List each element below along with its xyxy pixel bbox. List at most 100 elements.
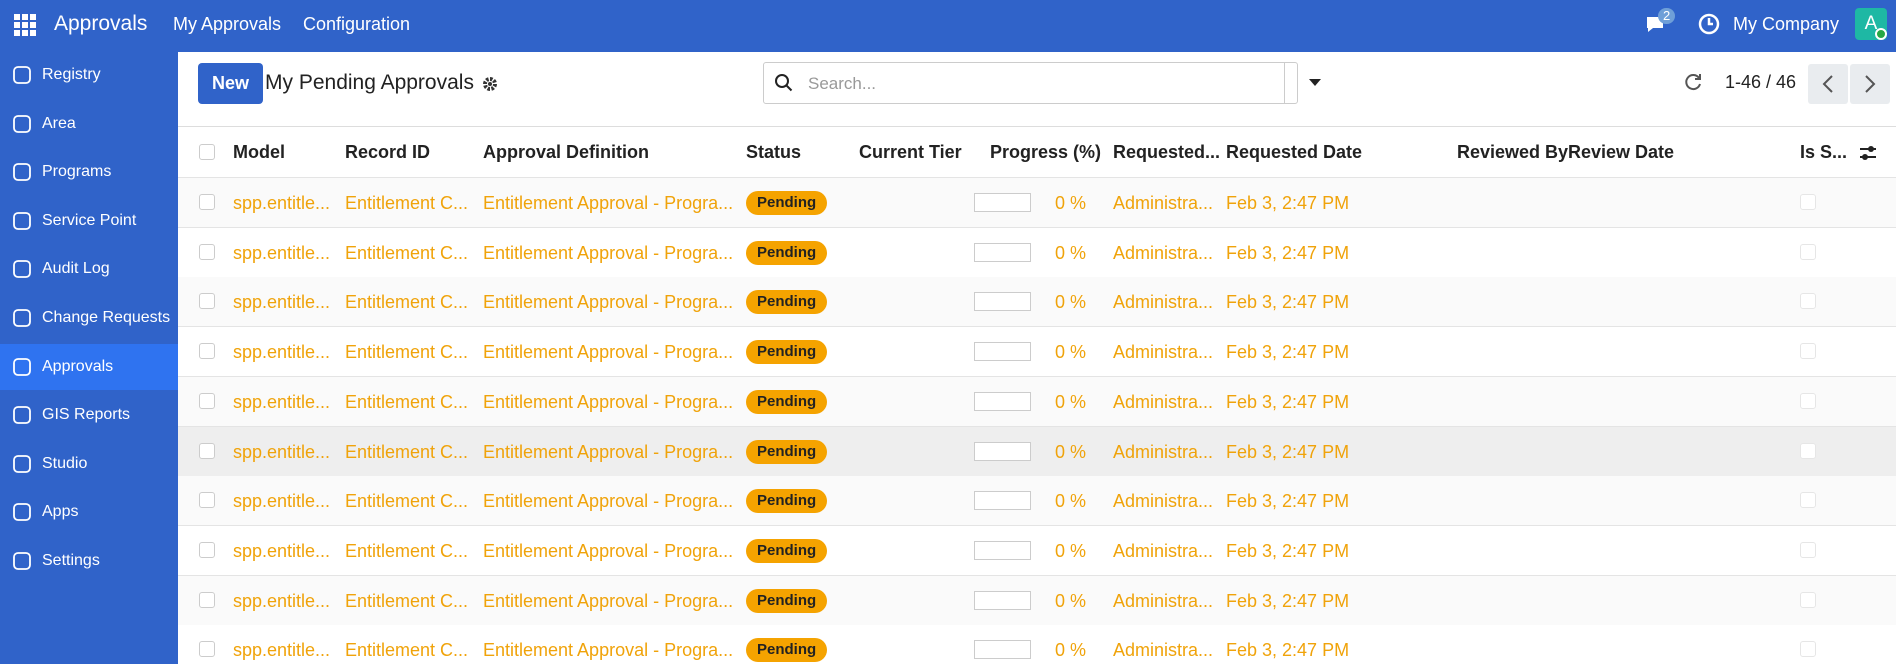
- sidebar-item[interactable]: GIS Reports: [0, 392, 178, 438]
- settings-gear[interactable]: [482, 76, 498, 92]
- sidebar-item[interactable]: Area: [0, 101, 178, 147]
- requested-by-cell: Administra...: [1113, 193, 1214, 213]
- status-dot: [1875, 28, 1887, 40]
- row-checkbox[interactable]: [199, 442, 215, 459]
- row-checkbox[interactable]: [199, 641, 215, 658]
- column-header[interactable]: Is S...: [1800, 142, 1848, 162]
- is-checkbox: [1800, 343, 1816, 360]
- sidebar-item[interactable]: Audit Log: [0, 246, 178, 292]
- column-header[interactable]: Requested...: [1113, 142, 1221, 162]
- sidebar-label: Area: [42, 114, 76, 132]
- sidebar-item[interactable]: Studio: [0, 441, 178, 487]
- row-checkbox[interactable]: [199, 293, 215, 310]
- table-row[interactable]: spp.entitle... Entitlement C... Entitlemen…: [178, 178, 1896, 228]
- requested-by-cell: Administra...: [1113, 242, 1214, 263]
- requested-by-cell: Administra...: [1113, 491, 1214, 512]
- activity-icon[interactable]: [1698, 13, 1720, 35]
- column-header[interactable]: Status: [746, 142, 802, 162]
- table-row[interactable]: spp.entitle... Entitlement C... Entitlemen…: [178, 277, 1896, 328]
- requested-date-cell: Feb 3, 2:47 PM: [1226, 342, 1350, 363]
- divider: [1284, 63, 1285, 103]
- row-checkbox[interactable]: [199, 541, 215, 558]
- is-checkbox: [1800, 641, 1816, 658]
- sidebar-item[interactable]: Settings: [0, 538, 178, 584]
- requested-by-cell: Administra...: [1113, 590, 1214, 611]
- requested-by-cell: Administra...: [1113, 441, 1214, 462]
- row-checkbox[interactable]: [199, 343, 215, 360]
- search-box[interactable]: Search...: [763, 62, 1321, 104]
- sidebar-item[interactable]: Approvals: [0, 343, 178, 390]
- row-checkbox[interactable]: [199, 392, 215, 409]
- sidebar-icon: [13, 406, 31, 425]
- sidebar-item[interactable]: Change Requests: [0, 295, 178, 341]
- requested-date-cell: Feb 3, 2:47 PM: [1226, 242, 1350, 263]
- sidebar-icon: [13, 260, 31, 279]
- table-row[interactable]: spp.entitle... Entitlement C... Entitlemen…: [178, 376, 1896, 427]
- approval-definition-cell: Entitlement Approval - Progra...: [483, 590, 734, 611]
- table-row[interactable]: spp.entitle... Entitlement C... Entitlemen…: [178, 327, 1896, 378]
- column-header[interactable]: Progress (%): [989, 142, 1101, 162]
- table-row[interactable]: spp.entitle... Entitlement C... Entitlemen…: [178, 575, 1896, 626]
- pager-prev[interactable]: [1808, 64, 1848, 104]
- app-name[interactable]: Approvals: [54, 12, 148, 35]
- column-header[interactable]: Approval Definition: [483, 142, 649, 162]
- sidebar-icon: [13, 552, 31, 570]
- new-button[interactable]: New: [198, 63, 264, 104]
- progress-cell: 0 %: [1054, 193, 1086, 213]
- row-checkbox[interactable]: [199, 243, 215, 260]
- column-header[interactable]: Model: [233, 142, 285, 162]
- sidebar-item[interactable]: Service Point: [0, 198, 178, 244]
- company-switcher[interactable]: My Company: [1733, 14, 1840, 34]
- sidebar-item[interactable]: Registry: [0, 52, 178, 98]
- pager-next[interactable]: [1850, 64, 1890, 104]
- search-dropdown[interactable]: [1309, 79, 1321, 87]
- requested-date-cell: Feb 3, 2:47 PM: [1226, 441, 1350, 462]
- menu-item[interactable]: Configuration: [303, 14, 411, 34]
- row-checkbox[interactable]: [199, 591, 215, 608]
- view-title: My Pending Approvals: [265, 71, 474, 94]
- refresh-icon[interactable]: [1683, 72, 1703, 92]
- progress-cell: 0 %: [1054, 590, 1086, 611]
- status-badge: Pending: [746, 191, 828, 215]
- requested-date-cell: Feb 3, 2:47 PM: [1226, 391, 1350, 412]
- row-checkbox[interactable]: [199, 492, 215, 509]
- column-header[interactable]: Reviewed By: [1457, 142, 1569, 162]
- column-header[interactable]: Requested Date: [1226, 142, 1363, 162]
- sidebar-item[interactable]: Apps: [0, 489, 178, 535]
- search-placeholder: Search...: [808, 74, 877, 93]
- status-badge: Pending: [746, 290, 828, 315]
- sidebar-label: Settings: [42, 552, 100, 569]
- approval-definition-cell: Entitlement Approval - Progra...: [483, 540, 734, 561]
- column-header[interactable]: Review Date: [1568, 142, 1675, 162]
- progress-bar: [974, 491, 1031, 511]
- record-id-cell: Entitlement C...: [345, 640, 469, 661]
- progress-cell: 0 %: [1054, 292, 1086, 313]
- sidebar-item[interactable]: Programs: [0, 149, 178, 195]
- sidebar-icon: [13, 357, 31, 376]
- apps-menu-icon[interactable]: [14, 14, 36, 36]
- approval-definition-cell: Entitlement Approval - Progra...: [483, 391, 734, 412]
- column-header[interactable]: Current Tier: [859, 142, 962, 162]
- table-row[interactable]: spp.entitle... Entitlement C... Entitlemen…: [178, 227, 1896, 278]
- status-badge: Pending: [746, 538, 828, 563]
- table-row[interactable]: spp.entitle... Entitlement C... Entitlemen…: [178, 525, 1896, 576]
- row-checkbox[interactable]: [199, 194, 215, 210]
- requested-by-cell: Administra...: [1113, 342, 1214, 363]
- approval-definition-cell: Entitlement Approval - Progra...: [483, 491, 734, 512]
- sidebar-label: Change Requests: [42, 309, 171, 326]
- is-checkbox: [1800, 194, 1816, 210]
- table-row[interactable]: spp.entitle... Entitlement C... Entitlemen…: [178, 476, 1896, 527]
- select-all-checkbox[interactable]: [199, 144, 215, 160]
- record-id-cell: Entitlement C...: [345, 540, 469, 561]
- sidebar-label: Service Point: [42, 211, 137, 229]
- progress-bar: [974, 391, 1031, 411]
- table-row[interactable]: spp.entitle... Entitlement C... Entitlemen…: [178, 426, 1896, 477]
- status-badge: Pending: [746, 389, 828, 414]
- model-cell: spp.entitle...: [233, 292, 331, 313]
- column-header[interactable]: Record ID: [345, 142, 431, 162]
- table-row[interactable]: spp.entitle... Entitlement C... Entitlemen…: [178, 625, 1896, 664]
- progress-bar: [974, 292, 1031, 312]
- menu-item[interactable]: My Approvals: [173, 14, 282, 34]
- column-toggler[interactable]: [1858, 143, 1878, 163]
